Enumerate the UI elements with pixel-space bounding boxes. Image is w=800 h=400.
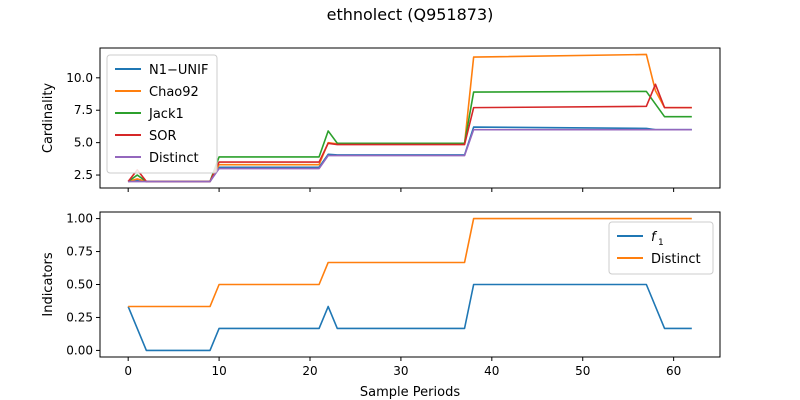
y-tick-label: 2.5 (74, 168, 93, 182)
legend-label: Distinct (651, 252, 701, 267)
legend-label: Jack1 (148, 107, 184, 122)
x-tick-label: 0 (124, 364, 132, 378)
legend-label: Distinct (149, 151, 199, 166)
axes-frame (99, 47, 721, 189)
legend-box (106, 54, 218, 174)
x-tick-label: 10 (211, 364, 226, 378)
y-tick-label: 0.50 (66, 278, 93, 292)
cardinality-panel: 2.5 5.0 7.5 10.0 Cardinality N1−UNIF Chao92 Jac… (41, 47, 721, 192)
x-tick-label: 20 (302, 364, 317, 378)
y-tick-label: 7.5 (74, 103, 93, 117)
y-axis-label: Indicators (41, 252, 56, 316)
y-tick-label: 5.0 (74, 136, 93, 150)
figure-title: ethnolect (Q951873) (327, 5, 494, 24)
x-axis-label: Sample Periods (360, 385, 460, 400)
y-tick-label: 10.0 (66, 71, 93, 85)
x-tick-label: 60 (666, 364, 681, 378)
x-tick-label: 40 (484, 364, 499, 378)
x-tick-label: 50 (575, 364, 590, 378)
legend-label: f (651, 230, 658, 245)
y-tick-label: 0.25 (66, 310, 93, 324)
legend-label-subscript: 1 (658, 238, 664, 248)
x-tick-label: 30 (393, 364, 408, 378)
y-tick-label: 1.00 (66, 212, 93, 226)
y-axis-label: Cardinality (41, 83, 56, 154)
legend-label: SOR (149, 129, 177, 144)
legend-label: Chao92 (149, 85, 199, 100)
legend: f 1 Distinct (608, 221, 714, 275)
y-tick-label: 0.00 (66, 343, 93, 357)
indicators-panel: 0 10 20 30 40 50 60 0.00 0.25 0.50 0.75 1.00 Indicat… (41, 211, 721, 378)
series-line-1-1 (128, 217, 692, 308)
y-tick-label: 0.75 (66, 245, 93, 259)
legend-label: N1−UNIF (149, 63, 208, 78)
series-line-1-0 (127, 283, 692, 352)
series-line-0-4 (128, 128, 692, 183)
legend: N1−UNIF Chao92 Jack1 SOR Distinct (106, 54, 218, 174)
